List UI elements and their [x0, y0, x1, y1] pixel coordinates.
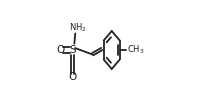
Text: O: O — [68, 72, 76, 82]
Text: NH$_2$: NH$_2$ — [69, 21, 87, 34]
Text: O: O — [57, 45, 65, 55]
Text: S: S — [69, 45, 76, 55]
Text: CH$_3$: CH$_3$ — [127, 44, 144, 56]
